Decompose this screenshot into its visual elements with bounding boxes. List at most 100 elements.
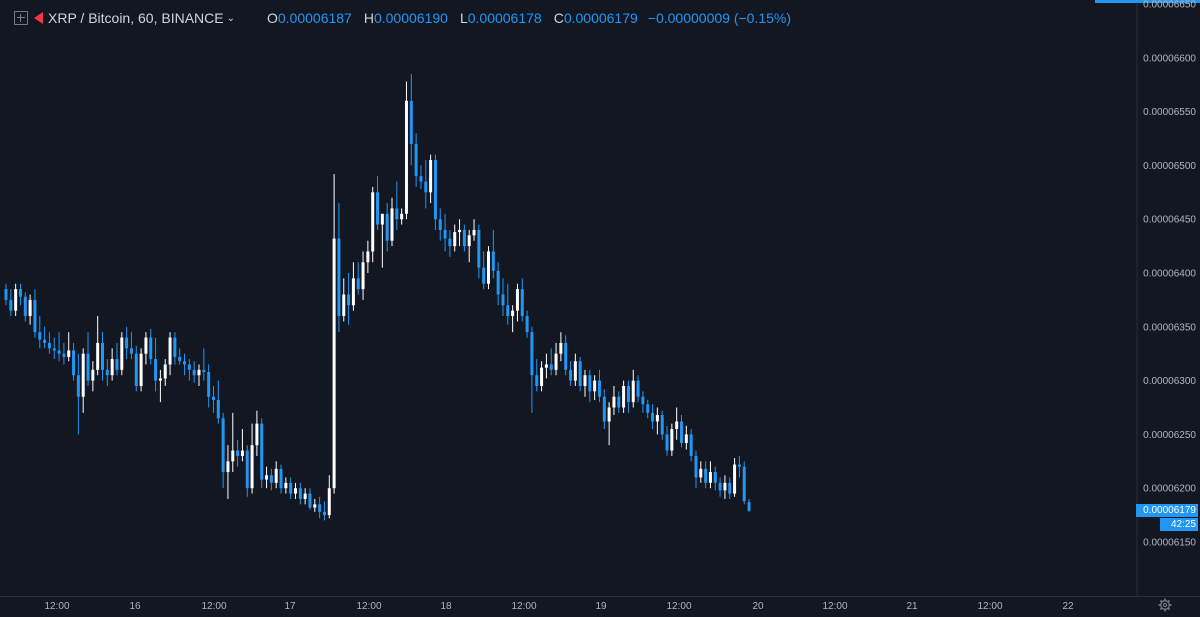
candle-body: [737, 464, 741, 467]
candle: [9, 289, 13, 317]
candle: [52, 337, 56, 360]
candle-body: [154, 359, 158, 381]
candle: [23, 292, 27, 322]
candle: [4, 283, 8, 306]
candle-body: [626, 385, 630, 403]
candle: [511, 305, 515, 333]
time-axis[interactable]: 12:00 16 12:00 17 12:00 18 12:00 19 12:00 20 12:00…: [44, 601, 1074, 612]
candle: [139, 348, 143, 392]
close-value: 0.00006179: [563, 10, 638, 26]
candle-body: [404, 100, 408, 214]
candle: [347, 273, 351, 325]
candle-body: [318, 504, 322, 512]
candle: [646, 399, 650, 419]
candle-body: [670, 429, 674, 451]
candle-body: [501, 294, 505, 306]
candle-body: [462, 229, 466, 247]
candle-body: [322, 511, 326, 516]
candle: [327, 475, 331, 519]
candle: [125, 326, 129, 360]
candle-body: [559, 342, 563, 354]
plus-square-icon[interactable]: [14, 11, 28, 25]
candle: [467, 229, 471, 263]
candle-body: [120, 337, 124, 370]
candles-layer: [4, 73, 751, 521]
candle-body: [260, 423, 264, 480]
time-tick-label: 12:00: [666, 601, 691, 612]
candle: [747, 498, 751, 512]
candle: [501, 278, 505, 317]
candle: [308, 488, 312, 510]
candle-body: [313, 504, 317, 508]
candle: [390, 197, 394, 247]
candle: [269, 468, 273, 491]
candle-body: [371, 192, 375, 252]
candle: [588, 369, 592, 403]
price-axis[interactable]: 0.00006150 0.00006200 0.00006250 0.00006300…: [1143, 0, 1196, 549]
candle-body: [400, 213, 404, 220]
candle: [728, 477, 732, 499]
candle-body: [414, 143, 418, 177]
candle-body: [424, 181, 428, 193]
candle-body: [265, 475, 269, 480]
symbol-title[interactable]: XRP / Bitcoin, 60, BINANCE: [48, 10, 224, 26]
candle: [129, 332, 133, 360]
candle: [602, 389, 606, 430]
candle: [395, 181, 399, 230]
candle-body: [342, 294, 346, 317]
candle: [231, 412, 235, 473]
time-tick-label: 20: [752, 601, 764, 612]
chevron-down-icon[interactable]: ⌄: [226, 12, 235, 24]
candle: [313, 498, 317, 512]
open-label: O: [266, 10, 278, 26]
candle: [742, 461, 746, 505]
price-tick-label: 0.00006650: [1143, 0, 1196, 11]
candle: [86, 332, 90, 386]
candle-body: [728, 482, 732, 494]
candle: [593, 375, 597, 400]
candle-body: [149, 337, 153, 360]
candle-body: [593, 380, 597, 392]
gear-icon[interactable]: [1158, 598, 1172, 612]
candle-body: [197, 369, 201, 376]
price-tick-label: 0.00006150: [1143, 538, 1196, 549]
open-value: 0.00006187: [277, 10, 352, 26]
candle: [101, 332, 104, 381]
candle-body: [366, 251, 370, 263]
candle-body: [511, 310, 515, 317]
candle: [699, 461, 703, 483]
candle-body: [453, 232, 457, 247]
candle: [665, 425, 669, 456]
candle-body: [158, 378, 162, 381]
close-label: C: [553, 10, 564, 26]
candle: [221, 412, 225, 489]
candle-body: [47, 342, 51, 349]
time-tick-label: 12:00: [822, 601, 847, 612]
candle: [506, 283, 510, 325]
candle-body: [38, 332, 42, 340]
candle-body: [361, 262, 365, 290]
candle-body: [573, 361, 577, 381]
candle-body: [390, 208, 394, 241]
candle-body: [255, 423, 259, 446]
price-tick-label: 0.00006400: [1143, 269, 1196, 280]
candle-body: [665, 434, 669, 451]
candle: [265, 466, 269, 489]
candle: [573, 353, 577, 386]
candle-body: [72, 350, 76, 376]
candle-body: [718, 482, 722, 491]
candle: [443, 213, 447, 252]
candle-body: [57, 350, 61, 354]
candle: [448, 229, 452, 257]
candle: [183, 353, 187, 376]
candle: [18, 283, 22, 306]
candle-body: [33, 299, 37, 333]
candle: [294, 482, 297, 499]
candle-body: [337, 238, 341, 317]
candle: [718, 477, 722, 497]
candle-body: [694, 455, 698, 478]
red-flag-icon[interactable]: [34, 12, 43, 24]
countdown-tag: 42:25: [1160, 517, 1198, 531]
candle: [62, 342, 66, 365]
